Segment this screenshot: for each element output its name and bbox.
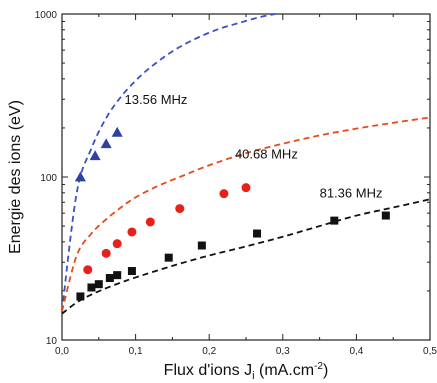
point-triangle [74, 171, 86, 182]
point-square [87, 283, 96, 292]
fit-curves [62, 14, 430, 315]
fit-curve [62, 14, 276, 312]
point-square [105, 274, 114, 283]
point-triangle [89, 150, 101, 161]
fit-curve [62, 116, 430, 312]
y-tick-label: 10 [46, 336, 58, 347]
x-tick-label: 0,1 [129, 346, 143, 357]
point-square [253, 229, 262, 238]
fit-curve [62, 198, 430, 315]
axes: 0,0 0,1 0,2 0,3 0,4 0,5 10 100 1000 [35, 10, 437, 357]
point-circle [145, 217, 155, 227]
x-axis-label: Flux d'ions Ji (mA.cm-2) [164, 361, 329, 382]
series-annotation: 40.68 MHz [235, 146, 298, 161]
point-square [330, 216, 339, 225]
x-tick-label: 0,3 [276, 346, 290, 357]
y-axis-label: Energie des ions (eV) [7, 100, 24, 254]
point-square [76, 292, 85, 301]
plot-frame [61, 13, 431, 341]
point-triangle [100, 138, 112, 149]
x-tick-label: 0,5 [423, 346, 437, 357]
point-triangle [111, 126, 123, 137]
x-tick-label: 0,2 [202, 346, 216, 357]
point-circle [83, 265, 93, 275]
point-circle [219, 189, 229, 199]
x-tick-label: 0,4 [349, 346, 363, 357]
point-square [113, 271, 122, 280]
point-circle [112, 239, 122, 249]
point-square [381, 211, 390, 220]
point-square [127, 267, 136, 276]
x-tick-label: 0,0 [55, 346, 69, 357]
series-annotation: 81.36 MHz [320, 185, 383, 200]
point-square [94, 280, 103, 289]
point-square [197, 241, 206, 250]
data-points [74, 126, 390, 301]
labels: Flux d'ions Ji (mA.cm-2) Energie des ions… [7, 92, 382, 382]
y-tick-label: 1000 [35, 10, 58, 21]
series-annotation: 13.56 MHz [125, 92, 188, 107]
point-circle [175, 204, 185, 214]
point-circle [101, 248, 111, 258]
point-square [164, 253, 173, 262]
point-circle [127, 227, 137, 237]
point-circle [241, 183, 251, 193]
y-tick-label: 100 [40, 173, 57, 184]
